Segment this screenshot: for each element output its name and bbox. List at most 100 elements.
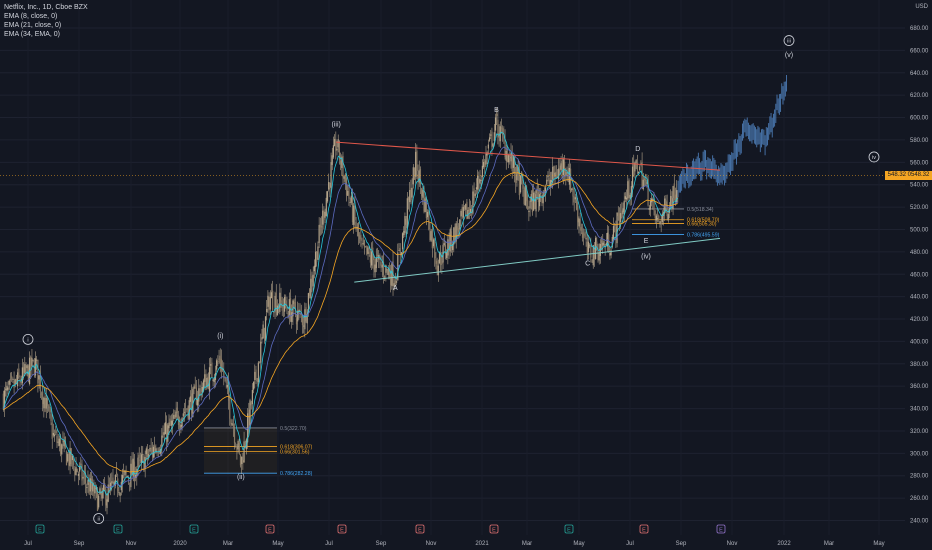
candle-body bbox=[106, 499, 108, 508]
candle-body bbox=[34, 358, 37, 376]
candle-body bbox=[647, 179, 649, 206]
candle-body bbox=[431, 228, 433, 249]
candle-body bbox=[355, 222, 357, 230]
candle-body bbox=[150, 447, 152, 449]
candle-body bbox=[361, 243, 363, 245]
candle-body bbox=[318, 224, 320, 243]
candle-body bbox=[463, 205, 466, 209]
candle-body bbox=[553, 165, 555, 178]
candle-body bbox=[33, 364, 35, 376]
candle-body bbox=[539, 194, 541, 207]
candle-body bbox=[572, 188, 574, 197]
candle-body bbox=[52, 432, 54, 436]
candle-body bbox=[200, 388, 202, 397]
candle-body bbox=[503, 135, 505, 139]
support-trendline bbox=[354, 237, 721, 283]
candle-body bbox=[474, 193, 476, 197]
y-tick-label: 560.00 bbox=[910, 160, 929, 166]
candle-body bbox=[429, 228, 431, 241]
candle-body bbox=[5, 388, 7, 391]
candle-body bbox=[349, 202, 351, 203]
candle-body bbox=[45, 398, 47, 409]
ema34-line bbox=[3, 172, 678, 473]
candle-body bbox=[523, 189, 525, 205]
fib-level-label: 0.5(322.70) bbox=[280, 426, 307, 432]
candle-body bbox=[645, 179, 647, 182]
y-tick-label: 540.00 bbox=[910, 183, 929, 189]
candle-body bbox=[267, 295, 269, 307]
candle-body bbox=[587, 241, 590, 252]
ema21-line bbox=[2, 146, 679, 488]
candle-body bbox=[202, 380, 205, 391]
candle-body bbox=[224, 376, 226, 379]
candle-body bbox=[164, 422, 167, 435]
candle-body bbox=[335, 139, 337, 151]
candle-body bbox=[142, 454, 144, 455]
candle-body bbox=[565, 171, 567, 177]
earnings-marker-label: E bbox=[192, 528, 196, 534]
candle-body bbox=[629, 194, 631, 199]
candle-body bbox=[125, 471, 127, 474]
candle-body bbox=[131, 460, 133, 475]
candle-body bbox=[375, 257, 377, 269]
candle-body bbox=[92, 482, 94, 492]
candle-body bbox=[351, 196, 354, 223]
candle-body bbox=[640, 163, 642, 165]
candle-body bbox=[510, 153, 512, 162]
candle-body bbox=[454, 226, 456, 244]
candle-body bbox=[384, 276, 386, 278]
candle-body bbox=[591, 260, 593, 262]
candle-body bbox=[596, 241, 598, 250]
candle-body bbox=[32, 359, 34, 361]
candle-body bbox=[233, 429, 236, 444]
candle-body bbox=[540, 192, 542, 195]
candle-body bbox=[602, 242, 604, 246]
x-tick-label: Jul bbox=[325, 541, 333, 547]
candle-body bbox=[316, 251, 318, 262]
fib-level-label: 0.5(518.34) bbox=[687, 207, 714, 213]
candle-body bbox=[336, 148, 338, 151]
candle-body bbox=[323, 210, 325, 220]
candle-body bbox=[390, 272, 392, 286]
candle-body bbox=[578, 218, 580, 227]
candle-body bbox=[558, 168, 560, 180]
y-tick-label: 460.00 bbox=[910, 272, 929, 278]
candle-body bbox=[666, 201, 668, 217]
candle-body bbox=[20, 381, 22, 383]
candle-body bbox=[461, 207, 463, 216]
candle-body bbox=[229, 398, 231, 419]
candle-body bbox=[307, 293, 310, 313]
candle-body bbox=[481, 165, 484, 178]
candle-body bbox=[260, 341, 262, 363]
candle-body bbox=[609, 252, 611, 256]
candle-body bbox=[674, 194, 677, 201]
candle-body bbox=[175, 411, 177, 418]
candle-body bbox=[301, 316, 304, 326]
candle-body bbox=[180, 424, 182, 429]
candle-body bbox=[146, 449, 149, 457]
candle-body bbox=[617, 212, 619, 217]
candle-body bbox=[472, 191, 474, 214]
candle-body bbox=[618, 213, 621, 226]
candle-body bbox=[39, 371, 41, 392]
ema8-line bbox=[2, 131, 679, 496]
earnings-marker bbox=[639, 524, 649, 534]
candle-body bbox=[210, 364, 212, 366]
candle-body bbox=[50, 413, 52, 421]
candle-body bbox=[204, 374, 206, 382]
candle-body bbox=[339, 160, 342, 165]
candle-body bbox=[592, 244, 594, 266]
candle-body bbox=[194, 384, 196, 389]
candle-body bbox=[385, 264, 387, 273]
candle-body bbox=[564, 161, 566, 173]
candle-body bbox=[580, 227, 582, 231]
candle-body bbox=[424, 198, 426, 213]
candle-body bbox=[366, 245, 368, 255]
candle-body bbox=[309, 288, 311, 296]
candle-body bbox=[376, 254, 379, 257]
candle-body bbox=[365, 246, 367, 247]
candle-body bbox=[528, 210, 530, 213]
candle-body bbox=[422, 190, 424, 198]
wave-label: E bbox=[644, 238, 649, 245]
